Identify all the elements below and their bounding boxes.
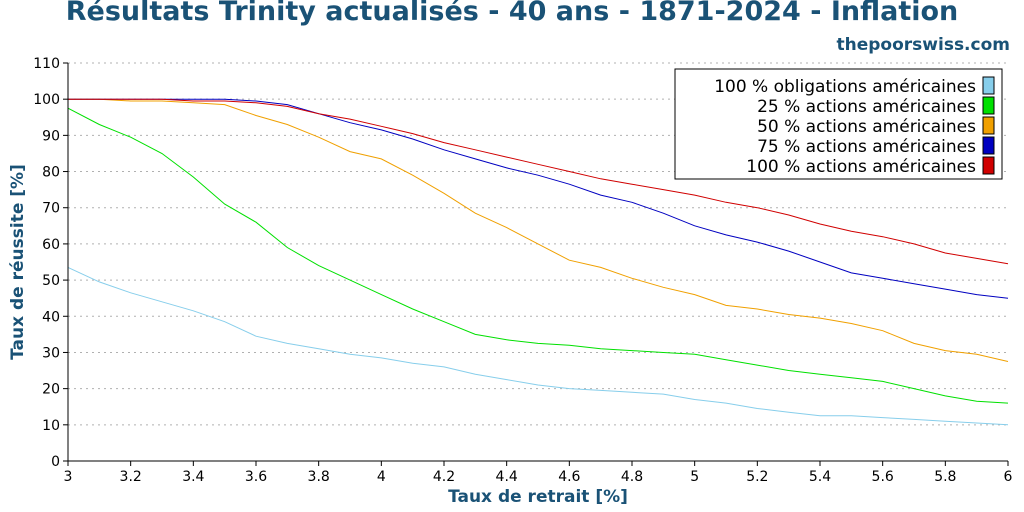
chart-title: Résultats Trinity actualisés - 40 ans - …: [65, 0, 959, 27]
legend-label: 100 % obligations américaines: [714, 77, 976, 97]
y-tick-label: 30: [42, 345, 60, 361]
x-tick-label: 5.2: [746, 469, 768, 485]
y-tick-label: 40: [42, 309, 60, 325]
x-tick-label: 3.8: [308, 469, 330, 485]
y-tick-label: 20: [42, 382, 60, 398]
x-axis-title: Taux de retrait [%]: [448, 487, 628, 507]
x-tick-label: 3.4: [182, 469, 204, 485]
legend-swatch: [982, 156, 995, 175]
y-tick-label: 70: [42, 201, 60, 217]
x-tick-label: 4.8: [621, 469, 643, 485]
y-tick-label: 60: [42, 237, 60, 253]
x-tick-label: 3: [64, 469, 73, 485]
legend-swatch: [982, 136, 995, 155]
x-tick-label: 5: [690, 469, 699, 485]
y-tick-label: 10: [42, 418, 60, 434]
series-line-2: [68, 98, 1009, 362]
x-tick-label: 6: [1004, 469, 1013, 485]
legend-swatch: [982, 116, 995, 135]
y-tick-label: 0: [51, 454, 60, 470]
site-name: thepoorswiss.com: [836, 35, 1011, 55]
y-axis-ticks: 0 10 20 30 40 50 60 70 80 90 100 110: [33, 56, 68, 470]
y-tick-label: 80: [42, 165, 60, 181]
x-tick-label: 5.8: [934, 469, 956, 485]
x-tick-label: 4.2: [433, 469, 455, 485]
legend-label: 100 % actions américaines: [746, 157, 976, 177]
x-tick-label: 4.4: [496, 469, 518, 485]
series-line-4: [68, 98, 1009, 265]
y-tick-label: 50: [42, 273, 60, 289]
series-line-0: [67, 266, 1009, 426]
x-tick-label: 4.6: [558, 469, 580, 485]
x-tick-label: 5.6: [872, 469, 894, 485]
x-tick-label: 3.2: [120, 469, 142, 485]
y-tick-label: 90: [42, 128, 60, 144]
series-lines: [67, 98, 1009, 426]
y-tick-label: 110: [33, 56, 60, 72]
y-tick-label: 100: [33, 92, 60, 108]
y-axis-title: Taux de réussite [%]: [8, 164, 28, 360]
legend-swatch: [982, 76, 995, 95]
x-tick-label: 3.6: [245, 469, 267, 485]
series-line-1: [67, 107, 1009, 404]
legend-label: 75 % actions américaines: [757, 137, 976, 157]
legend-box: [674, 68, 1003, 180]
x-tick-label: 4: [377, 469, 386, 485]
x-tick-label: 5.4: [809, 469, 831, 485]
series-line-3: [68, 98, 1009, 299]
x-axis-ticks: 3 3.2 3.4 3.6 3.8 4 4.2 4.4 4.6 4.8 5 5.2 5.4 5.6 5.8 6: [64, 461, 1013, 485]
legend-label: 25 % actions américaines: [757, 97, 976, 117]
legend-label: 50 % actions américaines: [757, 117, 976, 137]
legend-swatch: [982, 96, 995, 115]
